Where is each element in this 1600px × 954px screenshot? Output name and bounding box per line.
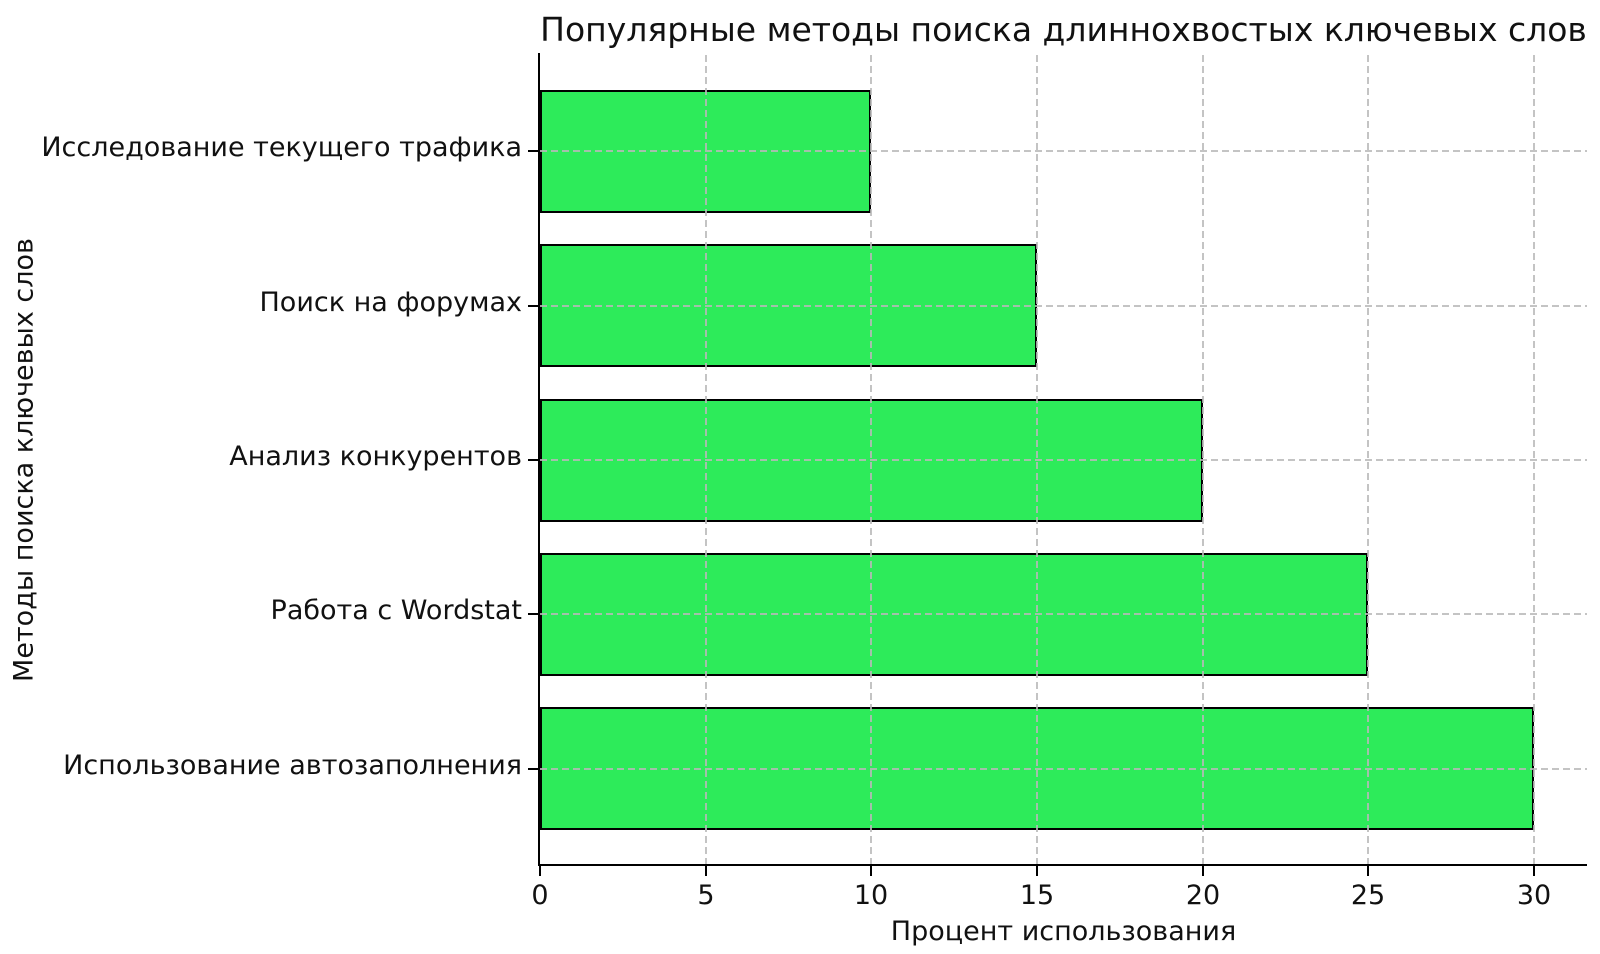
y-tick-mark-4 bbox=[528, 613, 538, 615]
x-tick-mark-15 bbox=[1036, 866, 1038, 876]
y-tick-label-5: Использование автозаполнения bbox=[63, 750, 522, 781]
chart-title: Популярные методы поиска длиннохвостых к… bbox=[540, 10, 1587, 49]
y-axis-spine bbox=[538, 53, 540, 865]
x-tick-mark-10 bbox=[870, 866, 872, 876]
y-axis-title: Методы поиска ключевых слов bbox=[8, 238, 40, 682]
x-tick-mark-25 bbox=[1367, 866, 1369, 876]
gridline-y-2 bbox=[540, 305, 1587, 307]
y-tick-mark-5 bbox=[528, 768, 538, 770]
x-tick-mark-20 bbox=[1202, 866, 1204, 876]
x-tick-label-10: 10 bbox=[853, 880, 889, 911]
x-tick-label-25: 25 bbox=[1350, 880, 1386, 911]
y-tick-mark-3 bbox=[528, 459, 538, 461]
x-axis-spine bbox=[538, 864, 1587, 866]
x-tick-label-15: 15 bbox=[1019, 880, 1055, 911]
y-tick-mark-1 bbox=[528, 150, 538, 152]
gridline-y-4 bbox=[540, 613, 1587, 615]
x-tick-mark-30 bbox=[1533, 866, 1535, 876]
x-tick-label-0: 0 bbox=[531, 880, 549, 911]
gridline-y-3 bbox=[540, 459, 1587, 461]
y-tick-label-1: Исследование текущего трафика bbox=[41, 132, 522, 163]
gridline-y-1 bbox=[540, 150, 1587, 152]
y-tick-mark-2 bbox=[528, 305, 538, 307]
x-tick-label-5: 5 bbox=[697, 880, 715, 911]
x-tick-label-20: 20 bbox=[1185, 880, 1221, 911]
x-axis-title: Процент использования bbox=[890, 916, 1237, 947]
y-tick-label-4: Работа с Wordstat bbox=[270, 595, 522, 626]
y-tick-label-2: Поиск на форумах bbox=[259, 287, 523, 318]
gridline-y-5 bbox=[540, 768, 1587, 770]
x-tick-mark-5 bbox=[705, 866, 707, 876]
x-tick-mark-0 bbox=[539, 866, 541, 876]
x-tick-label-30: 30 bbox=[1516, 880, 1552, 911]
y-tick-label-3: Анализ конкурентов bbox=[229, 441, 522, 472]
